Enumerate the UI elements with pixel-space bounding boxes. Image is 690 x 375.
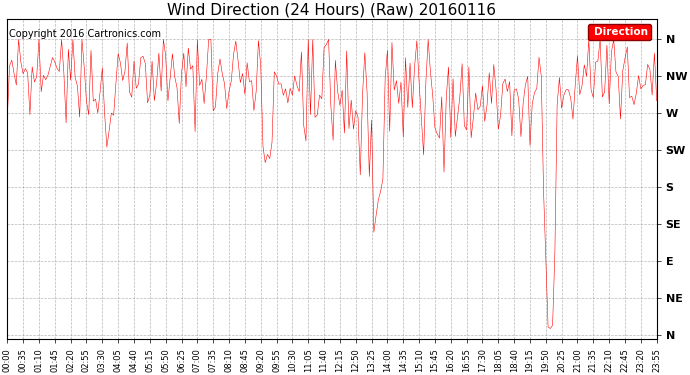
Text: Copyright 2016 Cartronics.com: Copyright 2016 Cartronics.com <box>8 28 161 39</box>
Title: Wind Direction (24 Hours) (Raw) 20160116: Wind Direction (24 Hours) (Raw) 20160116 <box>168 3 497 18</box>
Legend: Direction: Direction <box>588 24 651 40</box>
